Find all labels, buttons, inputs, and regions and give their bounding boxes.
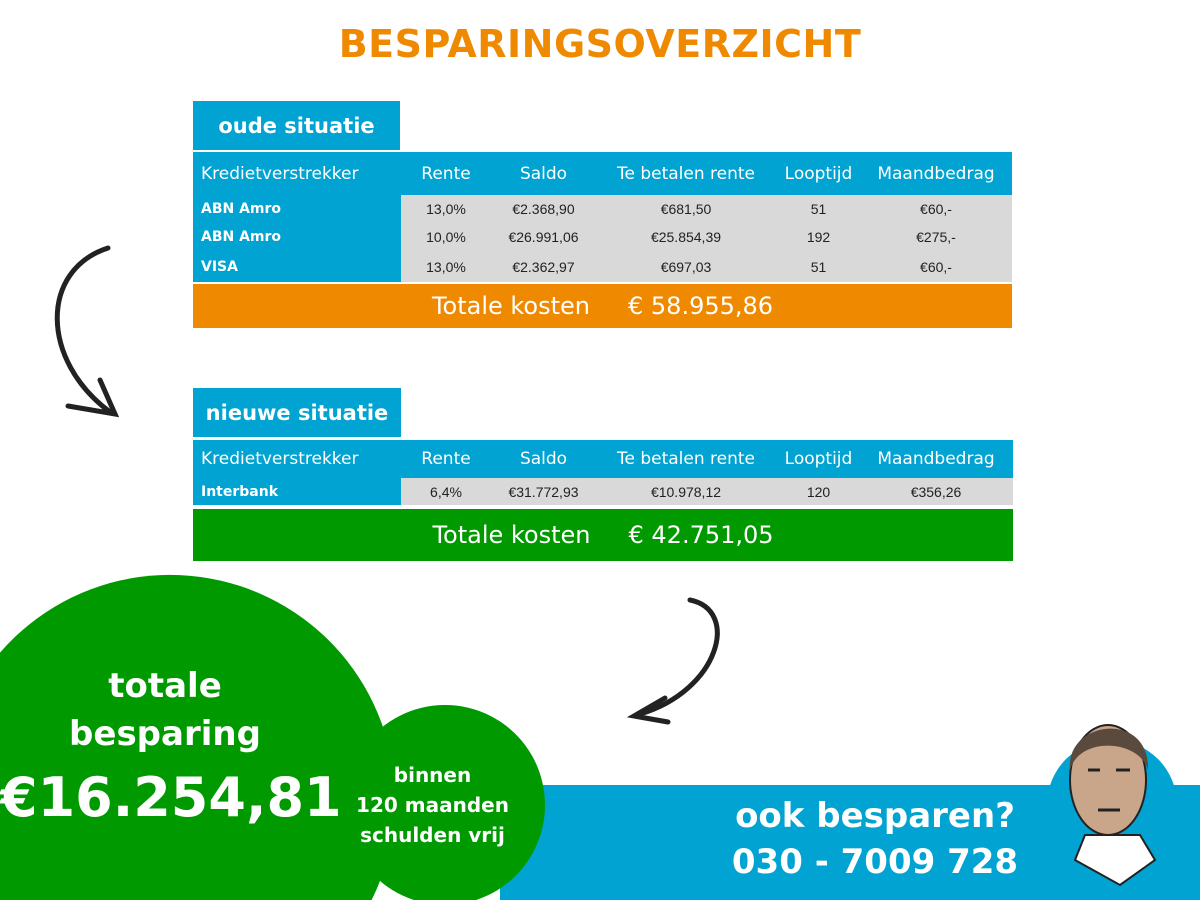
cell: 120 <box>806 483 831 500</box>
person-avatar-icon <box>1069 724 1157 887</box>
lender: VISA <box>193 252 401 282</box>
col-header: Saldo <box>519 163 568 184</box>
cell: 13,0% <box>426 200 466 217</box>
savings-label: besparing <box>69 714 261 754</box>
phone-number[interactable]: 030 - 7009 728 <box>731 842 1019 882</box>
col-header: Rente <box>421 449 471 469</box>
lender: Interbank <box>193 478 401 505</box>
new-total-bar: Totale kosten € 42.751,05 <box>193 509 1013 561</box>
total-label: Totale kosten <box>431 292 590 320</box>
cell: €275,- <box>916 229 956 245</box>
cell: €697,03 <box>660 259 712 275</box>
lender: ABN Amro <box>193 222 401 252</box>
cell: €2.368,90 <box>512 200 575 217</box>
cell: 51 <box>810 259 827 275</box>
table-row: ABN Amro 13,0% €2.368,90 €681,50 51 €60,- <box>193 195 1012 222</box>
col-header: Kredietverstrekker <box>201 449 359 469</box>
cell: €356,26 <box>910 483 962 500</box>
old-table-body: ABN Amro 13,0% €2.368,90 €681,50 51 €60,- AB… <box>193 195 1012 282</box>
col-header: Looptijd <box>784 163 853 184</box>
cell: €60,- <box>920 259 952 275</box>
col-header: Maandbedrag <box>877 163 995 184</box>
cell: 51 <box>810 200 827 217</box>
table-row: Interbank 6,4% €31.772,93 €10.978,12 120 €35… <box>193 478 1013 505</box>
cell: €26.991,06 <box>508 229 579 245</box>
col-header: Te betalen rente <box>616 449 756 469</box>
col-header: Rente <box>421 163 471 184</box>
total-value: € 42.751,05 <box>628 521 774 549</box>
cell: €10.978,12 <box>650 483 722 500</box>
cell: €681,50 <box>660 200 712 217</box>
curved-arrow-icon <box>626 597 720 725</box>
savings-label: totale <box>108 666 222 706</box>
col-header: Maandbedrag <box>877 449 995 469</box>
curved-arrow-icon <box>54 245 120 418</box>
new-situation-label: nieuwe situatie <box>193 388 401 437</box>
col-header: Saldo <box>519 449 568 469</box>
old-table-header: Kredietverstrekker Rente Saldo Te betale… <box>193 152 1012 195</box>
col-header: Looptijd <box>784 449 853 469</box>
payoff-text: 120 maanden <box>356 793 509 817</box>
lender: ABN Amro <box>193 195 401 222</box>
table-row: VISA 13,0% €2.362,97 €697,03 51 €60,- <box>193 252 1012 282</box>
table-row: ABN Amro 10,0% €26.991,06 €25.854,39 192 €27… <box>193 222 1012 252</box>
cta-block: ook besparen? 030 - 7009 728 <box>710 793 1040 885</box>
new-table-header: Kredietverstrekker Rente Saldo Te betale… <box>193 440 1013 478</box>
green-blob-small <box>344 704 545 900</box>
old-situation-label: oude situatie <box>193 101 400 150</box>
cell: 6,4% <box>430 483 462 500</box>
cell: 13,0% <box>426 259 466 275</box>
payoff-text: schulden vrij <box>360 823 505 847</box>
old-total-bar: Totale kosten € 58.955,86 <box>193 284 1012 328</box>
cell: €25.854,39 <box>650 229 722 245</box>
payoff-block: binnen 120 maanden schulden vrij <box>340 760 525 850</box>
cell: 10,0% <box>426 229 466 245</box>
cell: €60,- <box>920 200 952 217</box>
payoff-text: binnen <box>393 763 472 787</box>
total-value: € 58.955,86 <box>628 292 774 320</box>
page-title: BESPARINGSOVERZICHT <box>338 22 862 66</box>
savings-amount: €16.254,81 <box>0 766 342 829</box>
col-header: Te betalen rente <box>616 163 756 184</box>
savings-block: totale besparing €16.254,81 <box>0 662 342 838</box>
total-label: Totale kosten <box>432 521 591 549</box>
cell: €2.362,97 <box>512 259 575 275</box>
cell: 192 <box>806 229 831 245</box>
green-blob <box>0 574 396 900</box>
col-header: Kredietverstrekker <box>201 163 359 184</box>
cta-text: ook besparen? <box>735 796 1015 836</box>
cell: €31.772,93 <box>508 483 579 500</box>
